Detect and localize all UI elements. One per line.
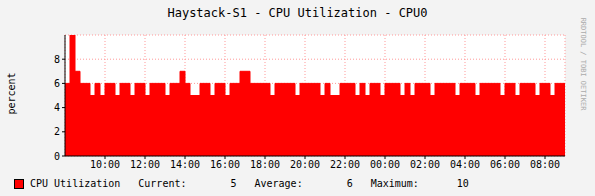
html-text:Maximum:: Maximum:	[370, 178, 419, 189]
svg-text:20:00: 20:00	[290, 159, 320, 170]
html-text:Haystack-S1 - CPU Utilization: Haystack-S1 - CPU Utilization - CPU0	[167, 6, 428, 20]
svg-text:00:00: 00:00	[370, 159, 400, 170]
html-text:CPU Utilization: CPU Utilization	[30, 178, 121, 189]
svg-text:6: 6	[54, 78, 60, 89]
svg-text:14:00: 14:00	[170, 159, 200, 170]
svg-text:0: 0	[54, 151, 60, 162]
svg-text:04:00: 04:00	[450, 159, 480, 170]
svg-text:2: 2	[54, 126, 60, 137]
html-text:Current:: Current:	[138, 178, 187, 189]
html-text:percent: percent	[5, 72, 17, 115]
svg-text:4: 4	[54, 102, 60, 113]
svg-text:02:00: 02:00	[410, 159, 440, 170]
svg-text:18:00: 18:00	[250, 159, 280, 170]
svg-text:06:00: 06:00	[490, 159, 520, 170]
svg-text:22:00: 22:00	[330, 159, 360, 170]
svg-text:12:00: 12:00	[130, 159, 160, 170]
html-text:Average:: Average:	[254, 178, 303, 189]
svg-text:8: 8	[54, 54, 60, 65]
html-text:6: 6	[346, 178, 353, 189]
html-text:10: 10	[456, 178, 469, 189]
svg-text:16:00: 16:00	[210, 159, 240, 170]
svg-text:10:00: 10:00	[90, 159, 120, 170]
svg-text:08:00: 08:00	[530, 159, 560, 170]
html-text:5: 5	[230, 178, 237, 189]
html-text:RRDTOOL / TOBI OETIKER: RRDTOOL / TOBI OETIKER	[579, 17, 587, 111]
